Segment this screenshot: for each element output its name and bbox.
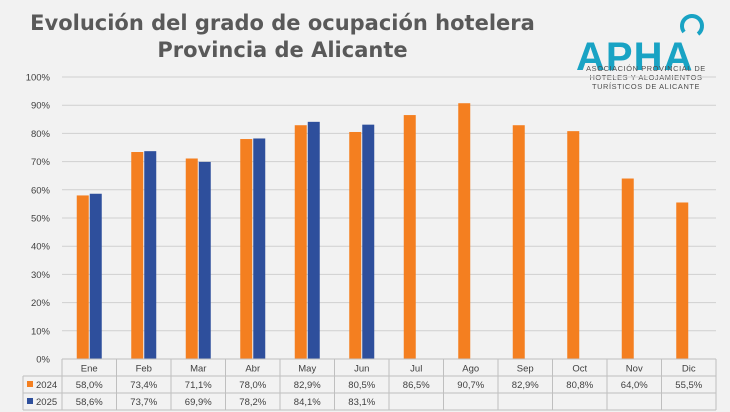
apha-logo-key-icon [680, 14, 704, 36]
bar-2025-may [307, 121, 320, 359]
chart-title: Evolución del grado de ocupación hoteler… [0, 10, 565, 64]
data-label: 71,1% [185, 380, 212, 391]
x-tick-label: May [298, 364, 316, 375]
data-label: 78,0% [239, 380, 266, 391]
y-tick-label: 80% [31, 129, 51, 140]
bar-2025-feb [144, 151, 157, 359]
bar-2024-feb [131, 152, 144, 359]
data-label: 82,9% [512, 380, 539, 391]
y-tick-label: 60% [31, 185, 51, 196]
data-label: 80,8% [566, 380, 593, 391]
bar-2025-abr [253, 138, 266, 359]
data-label: 83,1% [348, 397, 375, 408]
x-tick-label: Ene [81, 364, 98, 375]
chart-title-line1: Evolución del grado de ocupación hoteler… [30, 11, 535, 35]
bar-2024-ago [458, 103, 471, 359]
legend-label-2024: 2024 [36, 380, 57, 391]
bar-2024-may [294, 125, 307, 359]
bar-2024-jun [349, 131, 362, 359]
bar-2024-ene [76, 195, 89, 359]
data-label: 78,2% [239, 397, 266, 408]
data-label: 86,5% [403, 380, 430, 391]
bar-2024-jul [403, 115, 416, 359]
x-tick-label: Jul [410, 364, 422, 375]
x-tick-label: Mar [190, 364, 206, 375]
y-tick-label: 30% [31, 270, 51, 281]
data-label: 55,5% [675, 380, 702, 391]
x-tick-label: Jun [354, 364, 369, 375]
bar-2025-jun [362, 124, 375, 360]
y-tick-label: 90% [31, 101, 51, 112]
x-tick-label: Sep [517, 364, 534, 375]
data-label: 73,7% [130, 397, 157, 408]
apha-logo-wordmark: APHA [576, 35, 693, 79]
data-label: 58,6% [76, 397, 103, 408]
bar-2024-sep [512, 125, 525, 359]
x-tick-label: Oct [572, 364, 587, 375]
bar-2024-dic [676, 202, 689, 359]
data-label: 58,0% [76, 380, 103, 391]
apha-logo: APHA [576, 14, 704, 79]
y-tick-label: 20% [31, 298, 51, 309]
bar-2024-oct [567, 131, 580, 359]
legend-key-2024 [27, 381, 33, 387]
x-tick-label: Nov [626, 364, 643, 375]
x-tick-label: Abr [245, 364, 260, 375]
bar-2024-mar [185, 158, 198, 359]
data-label: 64,0% [621, 380, 648, 391]
data-label: 69,9% [185, 397, 212, 408]
data-label: 73,4% [130, 380, 157, 391]
logo-subtitle-line3: Turísticos de Alicante [591, 82, 701, 91]
bar-2025-mar [198, 161, 211, 359]
data-label: 84,1% [294, 397, 321, 408]
x-tick-label: Dic [682, 364, 696, 375]
chart-title-line2: Provincia de Alicante [157, 38, 408, 62]
bar-2024-abr [240, 139, 253, 359]
legend-key-2025 [27, 398, 33, 404]
y-tick-label: 70% [31, 157, 51, 168]
data-label: 90,7% [457, 380, 484, 391]
y-tick-label: 100% [26, 73, 51, 84]
y-tick-label: 0% [36, 355, 50, 366]
logo-subtitle-line1: Asociación Provincial de [586, 64, 706, 73]
data-label: 80,5% [348, 380, 375, 391]
legend-label-2025: 2025 [36, 397, 57, 408]
x-tick-label: Ago [462, 364, 479, 375]
y-tick-label: 10% [31, 326, 51, 337]
x-tick-label: Feb [136, 364, 152, 375]
bar-2025-ene [89, 193, 102, 359]
y-tick-label: 40% [31, 242, 51, 253]
bar-2024-nov [621, 178, 634, 359]
data-label: 82,9% [294, 380, 321, 391]
y-tick-label: 50% [31, 214, 51, 225]
